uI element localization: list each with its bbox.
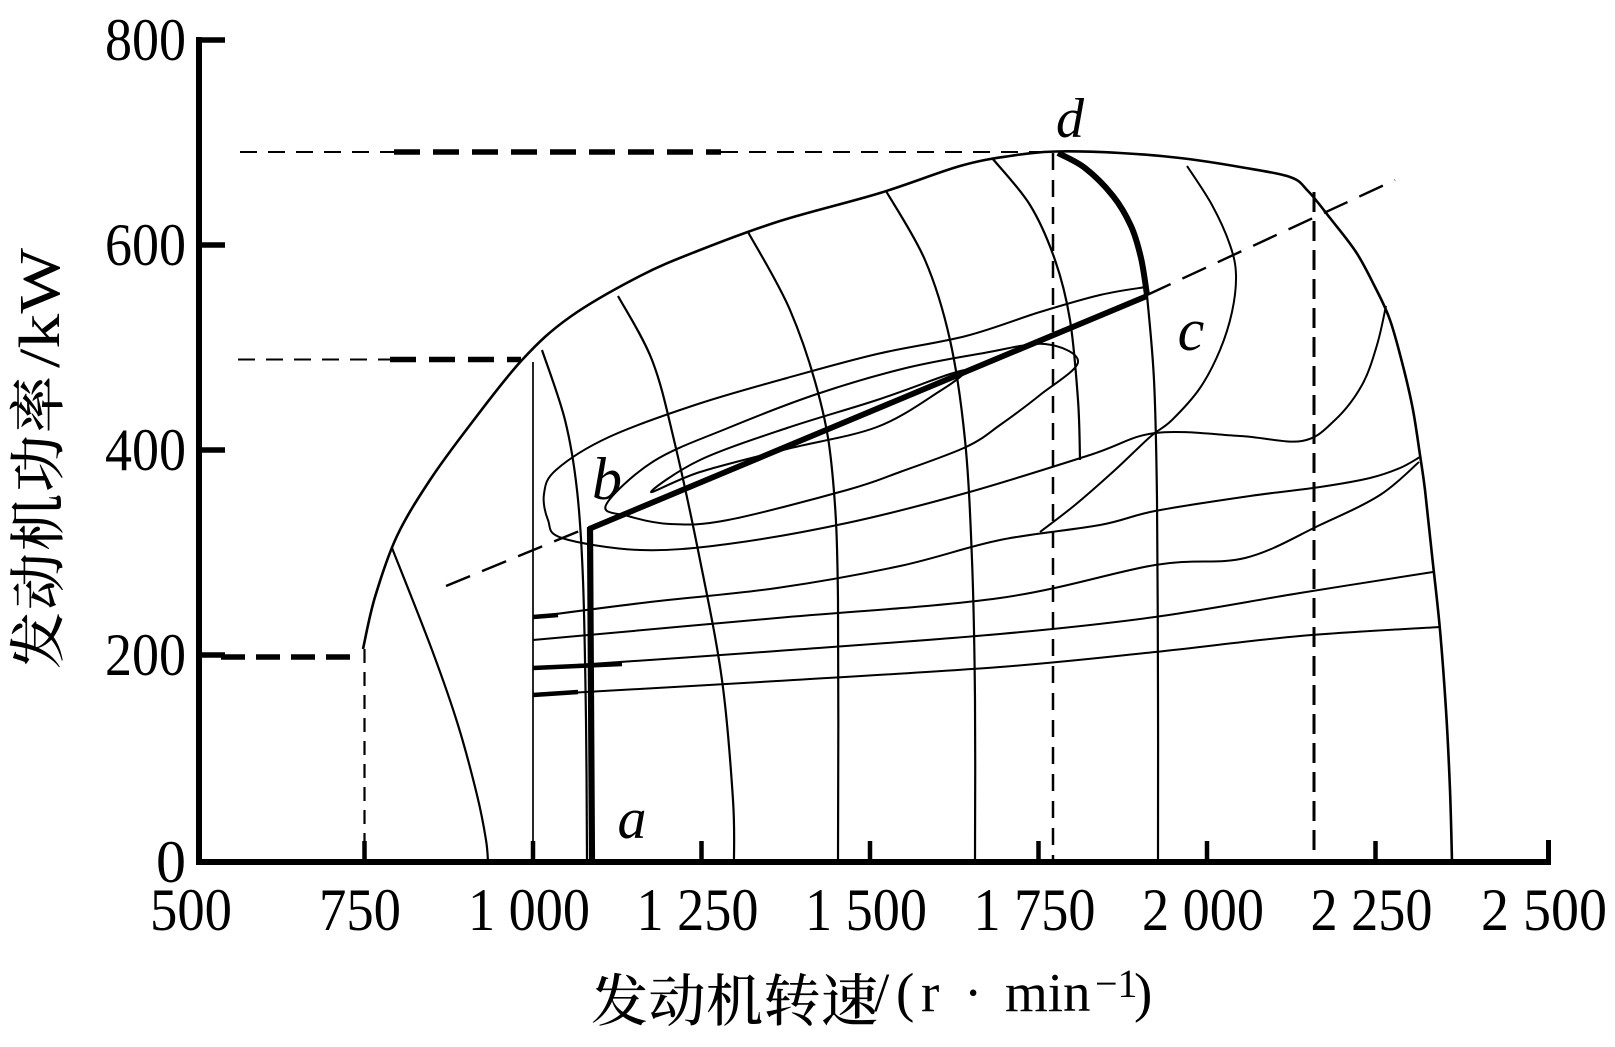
svg-text:500: 500 [150,877,232,943]
svg-text:1 250: 1 250 [637,877,759,943]
svg-text:·: · [964,962,982,1023]
svg-text:1 500: 1 500 [805,877,927,943]
svg-text:1 750: 1 750 [974,877,1096,943]
svg-text:600: 600 [105,212,186,278]
svg-text:2 000: 2 000 [1142,877,1264,943]
svg-text:2 250: 2 250 [1311,877,1433,943]
svg-text:750: 750 [319,877,401,943]
svg-text:c: c [1178,297,1205,363]
svg-text:/: / [874,962,890,1023]
svg-text:(: ( [896,962,914,1023]
svg-text:800: 800 [105,7,186,73]
svg-text:a: a [618,786,647,851]
svg-text:−1: −1 [1095,961,1138,1006]
svg-text:d: d [1056,88,1085,150]
svg-text:min: min [1005,962,1091,1023]
svg-text:r: r [921,962,939,1023]
svg-text:1 000: 1 000 [468,877,590,943]
svg-text:b: b [592,446,622,512]
svg-text:200: 200 [105,622,186,688]
svg-text:0: 0 [156,829,186,895]
svg-text:400: 400 [105,417,186,483]
svg-text:/kW: /kW [7,248,72,368]
svg-text:): ) [1134,962,1152,1023]
svg-text:2 500: 2 500 [1481,877,1607,943]
